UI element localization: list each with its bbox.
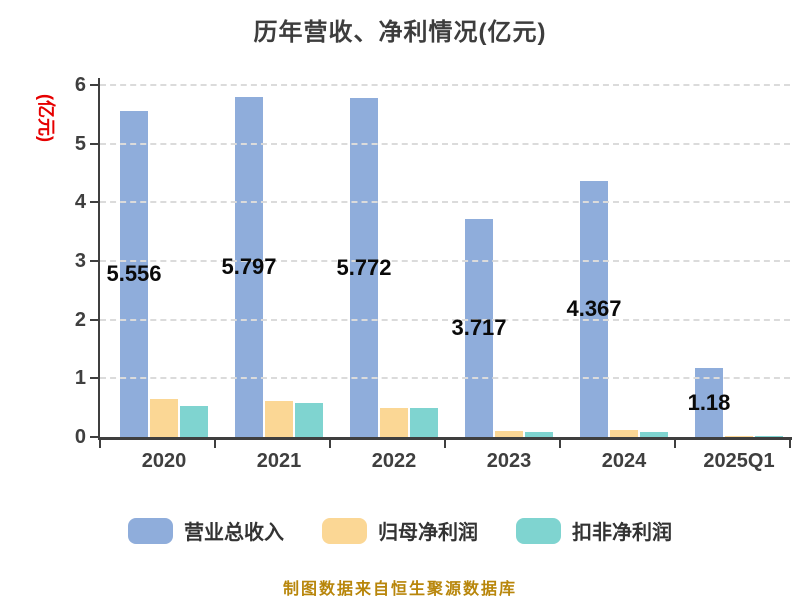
- x-axis-tick-5: [674, 437, 676, 448]
- bar-net-profit-attributable-2025Q1: [725, 436, 753, 437]
- x-category-label-2022: 2022: [371, 450, 417, 472]
- bar-total-revenue-2025Q1: [695, 368, 723, 437]
- bar-value-label-2025Q1: 1.18: [687, 389, 731, 415]
- x-axis-tick-0: [99, 437, 101, 448]
- x-axis-tick-2: [329, 437, 331, 448]
- legend-item-non-gaap-net-profit: 扣非净利润: [516, 516, 672, 545]
- gridline-y-1: [100, 377, 790, 380]
- x-category-label-2021: 2021: [256, 450, 302, 472]
- footer-source-note: 制图数据来自恒生聚源数据库: [282, 581, 517, 598]
- legend-swatch-non-gaap-net-profit: [516, 517, 561, 544]
- y-tick-label-5: 5: [74, 132, 86, 155]
- x-axis-tick-1: [214, 437, 216, 448]
- y-axis-tick-6: [90, 84, 98, 86]
- gridline-y-5: [100, 142, 790, 145]
- bar-non-gaap-net-profit-2022: [410, 408, 438, 437]
- bar-value-label-2021: 5.797: [221, 254, 277, 279]
- legend-swatch-net-profit-attributable: [322, 517, 367, 544]
- y-tick-label-2: 2: [74, 308, 86, 331]
- chart-title: 历年营收、净利情况(亿元): [253, 19, 547, 46]
- y-tick-label-0: 0: [74, 426, 86, 448]
- y-axis-tick-4: [90, 201, 98, 204]
- bar-total-revenue-2022: [350, 98, 378, 437]
- legend-swatch-total-revenue: [128, 517, 173, 544]
- bar-non-gaap-net-profit-2021: [295, 403, 323, 437]
- y-axis-tick-1: [90, 377, 98, 380]
- gridline-y-2: [100, 318, 790, 321]
- legend-label-net-profit-attributable: 归母净利润: [378, 522, 478, 544]
- bar-value-label-2023: 3.717: [451, 315, 507, 340]
- y-tick-label-1: 1: [74, 367, 86, 390]
- legend-item-total-revenue: 营业总收入: [128, 516, 284, 545]
- x-axis-tick-6: [789, 437, 791, 448]
- x-category-label-2024: 2024: [601, 450, 647, 472]
- y-axis-tick-2: [90, 318, 98, 321]
- y-axis-tick-5: [90, 142, 98, 145]
- y-tick-label-4: 4: [74, 191, 86, 214]
- bar-total-revenue-2024: [580, 181, 608, 437]
- bar-non-gaap-net-profit-2020: [180, 406, 208, 437]
- bar-net-profit-attributable-2021: [265, 401, 293, 437]
- bar-total-revenue-2023: [465, 219, 493, 437]
- bar-value-label-2020: 5.556: [106, 261, 162, 286]
- legend-label-non-gaap-net-profit: 扣非净利润: [572, 522, 672, 544]
- bar-non-gaap-net-profit-2024: [640, 432, 668, 437]
- bar-value-label-2022: 5.772: [336, 254, 392, 280]
- x-axis-tick-3: [444, 437, 446, 448]
- bar-total-revenue-2020: [120, 111, 148, 437]
- bar-net-profit-attributable-2020: [150, 399, 178, 437]
- legend-item-net-profit-attributable: 归母净利润: [322, 516, 478, 545]
- y-axis-tick-0: [90, 436, 98, 438]
- x-category-label-2025Q1: 2025Q1: [703, 450, 775, 472]
- x-category-label-2020: 2020: [141, 450, 187, 472]
- x-category-label-2023: 2023: [486, 450, 532, 472]
- x-axis-tick-4: [559, 437, 561, 448]
- legend-label-total-revenue: 营业总收入: [184, 522, 284, 544]
- y-tick-label-3: 3: [74, 250, 86, 272]
- bar-total-revenue-2021: [235, 97, 263, 437]
- gridline-y-4: [100, 201, 790, 204]
- y-axis-line: [98, 78, 100, 439]
- bar-non-gaap-net-profit-2023: [525, 432, 553, 437]
- y-tick-label-6: 6: [74, 74, 86, 96]
- bar-net-profit-attributable-2022: [380, 408, 408, 437]
- y-axis-tick-3: [90, 260, 98, 262]
- gridline-y-3: [100, 260, 790, 262]
- bar-net-profit-attributable-2023: [495, 431, 523, 437]
- gridline-y-6: [100, 84, 790, 86]
- bar-non-gaap-net-profit-2025Q1: [755, 436, 783, 437]
- legend: 营业总收入 归母净利润 扣非净利润: [0, 516, 800, 545]
- bar-net-profit-attributable-2024: [610, 430, 638, 437]
- bar-value-label-2024: 4.367: [566, 296, 622, 321]
